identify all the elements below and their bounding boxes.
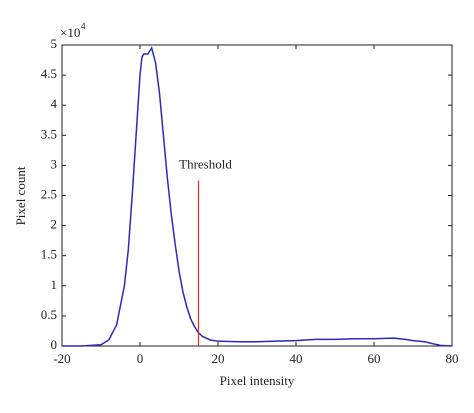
y-tick-label: 1.5	[41, 247, 57, 262]
plot-frame	[61, 44, 453, 347]
y-tick-label: 1	[51, 277, 58, 292]
y-axis-label: Pixel count	[13, 166, 28, 225]
y-scale-exponent: 4	[81, 21, 86, 31]
y-tick-label: 4.5	[41, 66, 57, 81]
y-tick-label: 3.5	[41, 126, 57, 141]
y-tick-label: 0	[51, 337, 58, 352]
x-tick-label: 80	[446, 351, 459, 366]
y-tick-label: 4	[51, 96, 58, 111]
y-tick-label: 3	[51, 156, 58, 171]
x-tick-label: 20	[212, 351, 225, 366]
threshold-label: Threshold	[179, 156, 232, 171]
y-scale-base: ×10	[60, 25, 80, 40]
data-line	[62, 46, 453, 347]
y-tick-label: 2	[51, 217, 58, 232]
x-tick-label: 40	[290, 351, 303, 366]
y-tick-label: 2.5	[41, 186, 57, 201]
y-tick-label: 5	[51, 36, 58, 51]
x-axis-label: Pixel intensity	[220, 373, 295, 388]
y-tick-label: 0.5	[41, 307, 57, 322]
x-tick-label: 0	[137, 351, 144, 366]
x-tick-label: -20	[53, 351, 70, 366]
x-tick-label: 60	[368, 351, 381, 366]
